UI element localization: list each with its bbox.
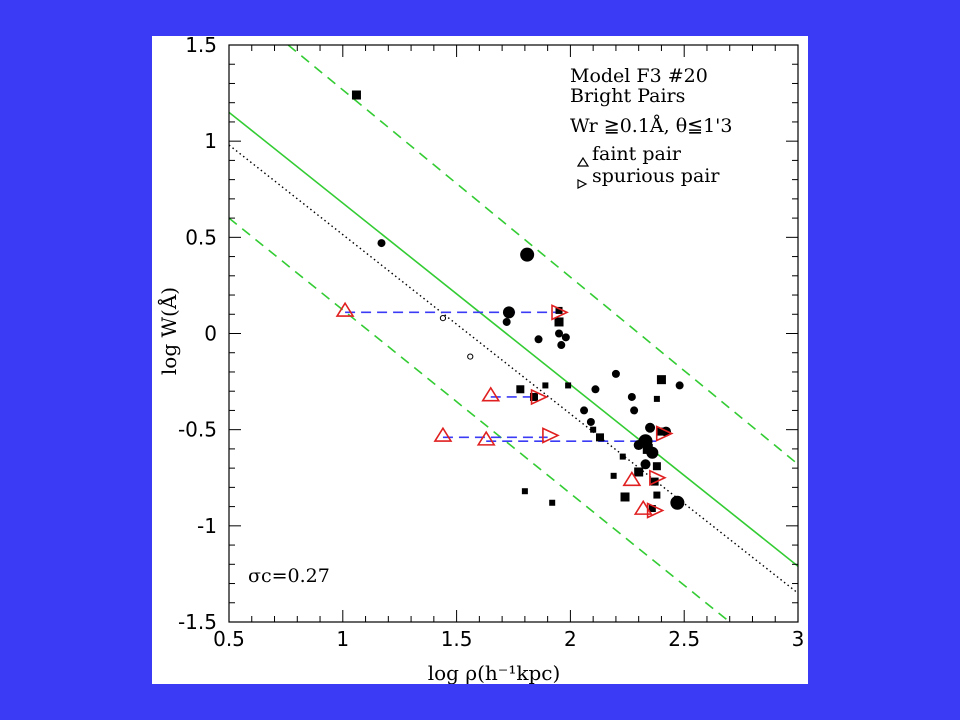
- circle-point-9: [591, 385, 600, 394]
- spurious-pair-marker-5: [646, 502, 665, 519]
- circle-point-2: [502, 306, 515, 319]
- square-point-9: [610, 472, 617, 479]
- fit-lines: [229, 45, 798, 622]
- circle-point-6: [534, 335, 543, 344]
- x-axis-label: log ρ(h⁻¹kpc): [428, 661, 561, 684]
- legend-faint-pair: faint pair: [592, 143, 682, 165]
- sigma-annotation: σc=0.27: [248, 565, 330, 587]
- faint-pair-marker-0: [335, 301, 355, 317]
- square-point-0: [351, 90, 361, 100]
- spurious-pair-marker-3: [655, 425, 674, 442]
- circle-point-10: [627, 392, 636, 401]
- dashed-line-1: [287, 45, 798, 465]
- circle-point-11: [630, 406, 639, 415]
- axes: 0.5 1 1.5 2 2.5 3 1.5 1 0.5 0 -0.5 -1 -1.5: [178, 36, 804, 651]
- model-title: Model F3 #20: [570, 65, 708, 87]
- selection-criteria: Wr ≧0.1Å, θ≦1'3: [570, 115, 733, 137]
- circle-point-1: [520, 247, 535, 262]
- circle-point-19: [640, 459, 651, 470]
- dotted-line-3: [229, 144, 798, 594]
- square-point-13: [652, 462, 661, 471]
- plot-panel: 0.5 1 1.5 2 2.5 3 1.5 1 0.5 0 -0.5 -1 -1.5 log ρ(h⁻¹…: [152, 36, 808, 684]
- open-circle-point-0: [439, 315, 447, 322]
- legend-spurious-pair: spurious pair: [592, 165, 720, 187]
- square-point-2: [555, 306, 563, 314]
- sample-title: Bright Pairs: [570, 85, 685, 107]
- spurious-pair-legend-marker: [577, 179, 588, 189]
- square-point-14: [653, 491, 661, 499]
- scatter-chart: 0.5 1 1.5 2 2.5 3 1.5 1 0.5 0 -0.5 -1 -1.5 log ρ(h⁻¹…: [156, 36, 804, 684]
- spurious-pair-marker-1: [530, 388, 549, 406]
- square-point-7: [595, 433, 604, 442]
- square-point-22: [650, 477, 659, 486]
- square-point-11: [634, 467, 644, 477]
- y-axis-label: log W(Å): [156, 287, 181, 375]
- square-point-16: [656, 375, 666, 385]
- y-tick-label: 1.5: [185, 36, 217, 57]
- y-tick-label: 1: [204, 129, 217, 153]
- pair-links: [345, 311, 657, 443]
- solid-line-0: [229, 111, 798, 567]
- circle-point-20: [670, 495, 685, 510]
- faint-pair-legend-marker: [576, 156, 590, 167]
- faint-pair-marker-2: [433, 426, 453, 442]
- square-point-20: [549, 499, 556, 506]
- square-point-19: [521, 488, 528, 495]
- y-tick-label: -1.5: [178, 610, 217, 634]
- circle-point-21: [633, 440, 644, 451]
- circle-point-4: [555, 329, 564, 338]
- data-points: [335, 90, 685, 519]
- square-point-3: [516, 385, 525, 394]
- x-tick-label: 2.5: [668, 627, 700, 651]
- circle-point-0: [377, 239, 386, 248]
- dashed-line-2: [229, 217, 731, 622]
- faint-pair-marker-1: [481, 386, 501, 402]
- y-tick-label: 0.5: [185, 225, 217, 249]
- circle-point-15: [645, 422, 656, 433]
- square-point-18: [620, 492, 630, 502]
- square-point-21: [648, 505, 656, 513]
- y-tick-label: 0: [204, 322, 217, 346]
- circle-point-13: [580, 406, 589, 415]
- square-point-5: [542, 382, 549, 389]
- square-point-1: [554, 317, 564, 327]
- x-tick-label: 2: [564, 627, 577, 651]
- circle-point-12: [675, 381, 684, 390]
- faint-pair-marker-4: [622, 470, 642, 487]
- x-tick-label: 0.5: [213, 627, 245, 651]
- square-point-10: [619, 453, 626, 460]
- square-point-4: [529, 392, 538, 401]
- y-tick-label: -1: [197, 514, 217, 538]
- circle-point-18: [646, 446, 659, 459]
- square-point-8: [590, 426, 597, 433]
- x-tick-label: 1: [336, 627, 349, 651]
- spurious-pair-marker-4: [649, 469, 667, 487]
- spurious-pair-marker-2: [542, 427, 560, 444]
- spurious-pair-marker-0: [551, 304, 569, 321]
- open-circle-point-1: [467, 353, 474, 360]
- faint-pair-marker-3: [476, 430, 496, 446]
- circle-point-7: [557, 341, 566, 350]
- x-tick-label: 1.5: [441, 627, 473, 651]
- x-tick-label: 3: [792, 627, 805, 651]
- circle-point-5: [561, 333, 570, 342]
- circle-point-8: [611, 369, 620, 378]
- circle-point-3: [502, 317, 511, 326]
- square-point-6: [565, 382, 572, 389]
- circle-point-14: [586, 417, 595, 426]
- y-tick-label: -0.5: [178, 418, 217, 442]
- square-point-17: [653, 395, 660, 402]
